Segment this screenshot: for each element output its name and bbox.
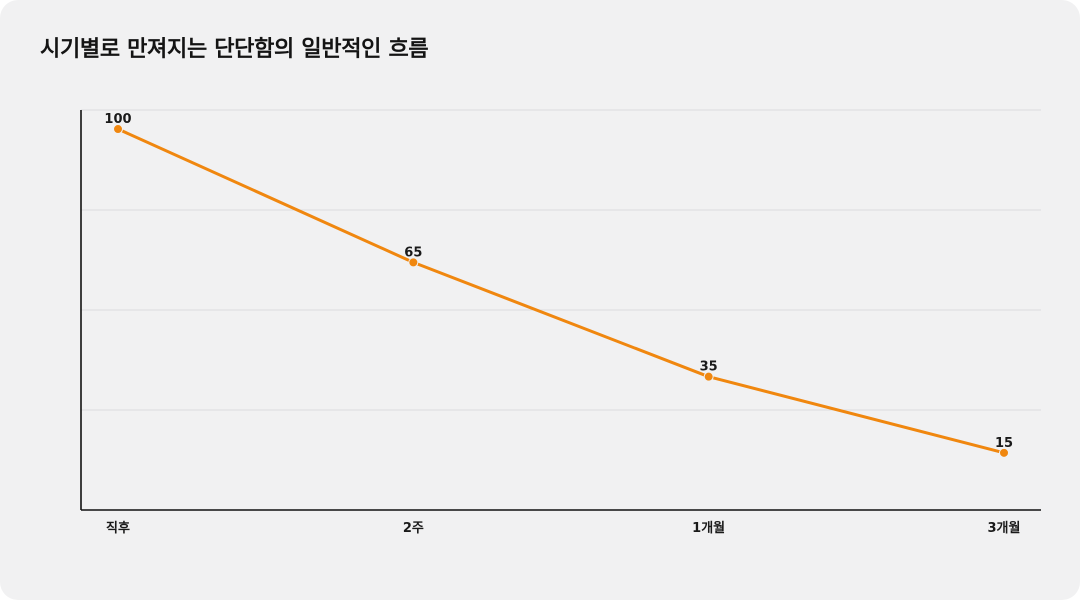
data-label: 15: [995, 436, 1013, 451]
data-label: 100: [104, 112, 131, 127]
data-point: [113, 124, 123, 135]
series-line: [116, 127, 1006, 455]
data-label: 35: [700, 360, 718, 375]
x-tick-label: 2주: [403, 521, 424, 536]
data-point: [408, 257, 419, 268]
x-tick-label: 직후: [106, 520, 130, 536]
x-tick-label: 1개월: [692, 520, 725, 536]
chart-title: 시기별로 만져지는 단단함의 일반적인 흐름: [40, 37, 429, 62]
data-label: 65: [404, 245, 422, 260]
data-point: [999, 447, 1009, 458]
x-tick-label: 3개월: [988, 520, 1021, 536]
data-point: [703, 371, 714, 382]
